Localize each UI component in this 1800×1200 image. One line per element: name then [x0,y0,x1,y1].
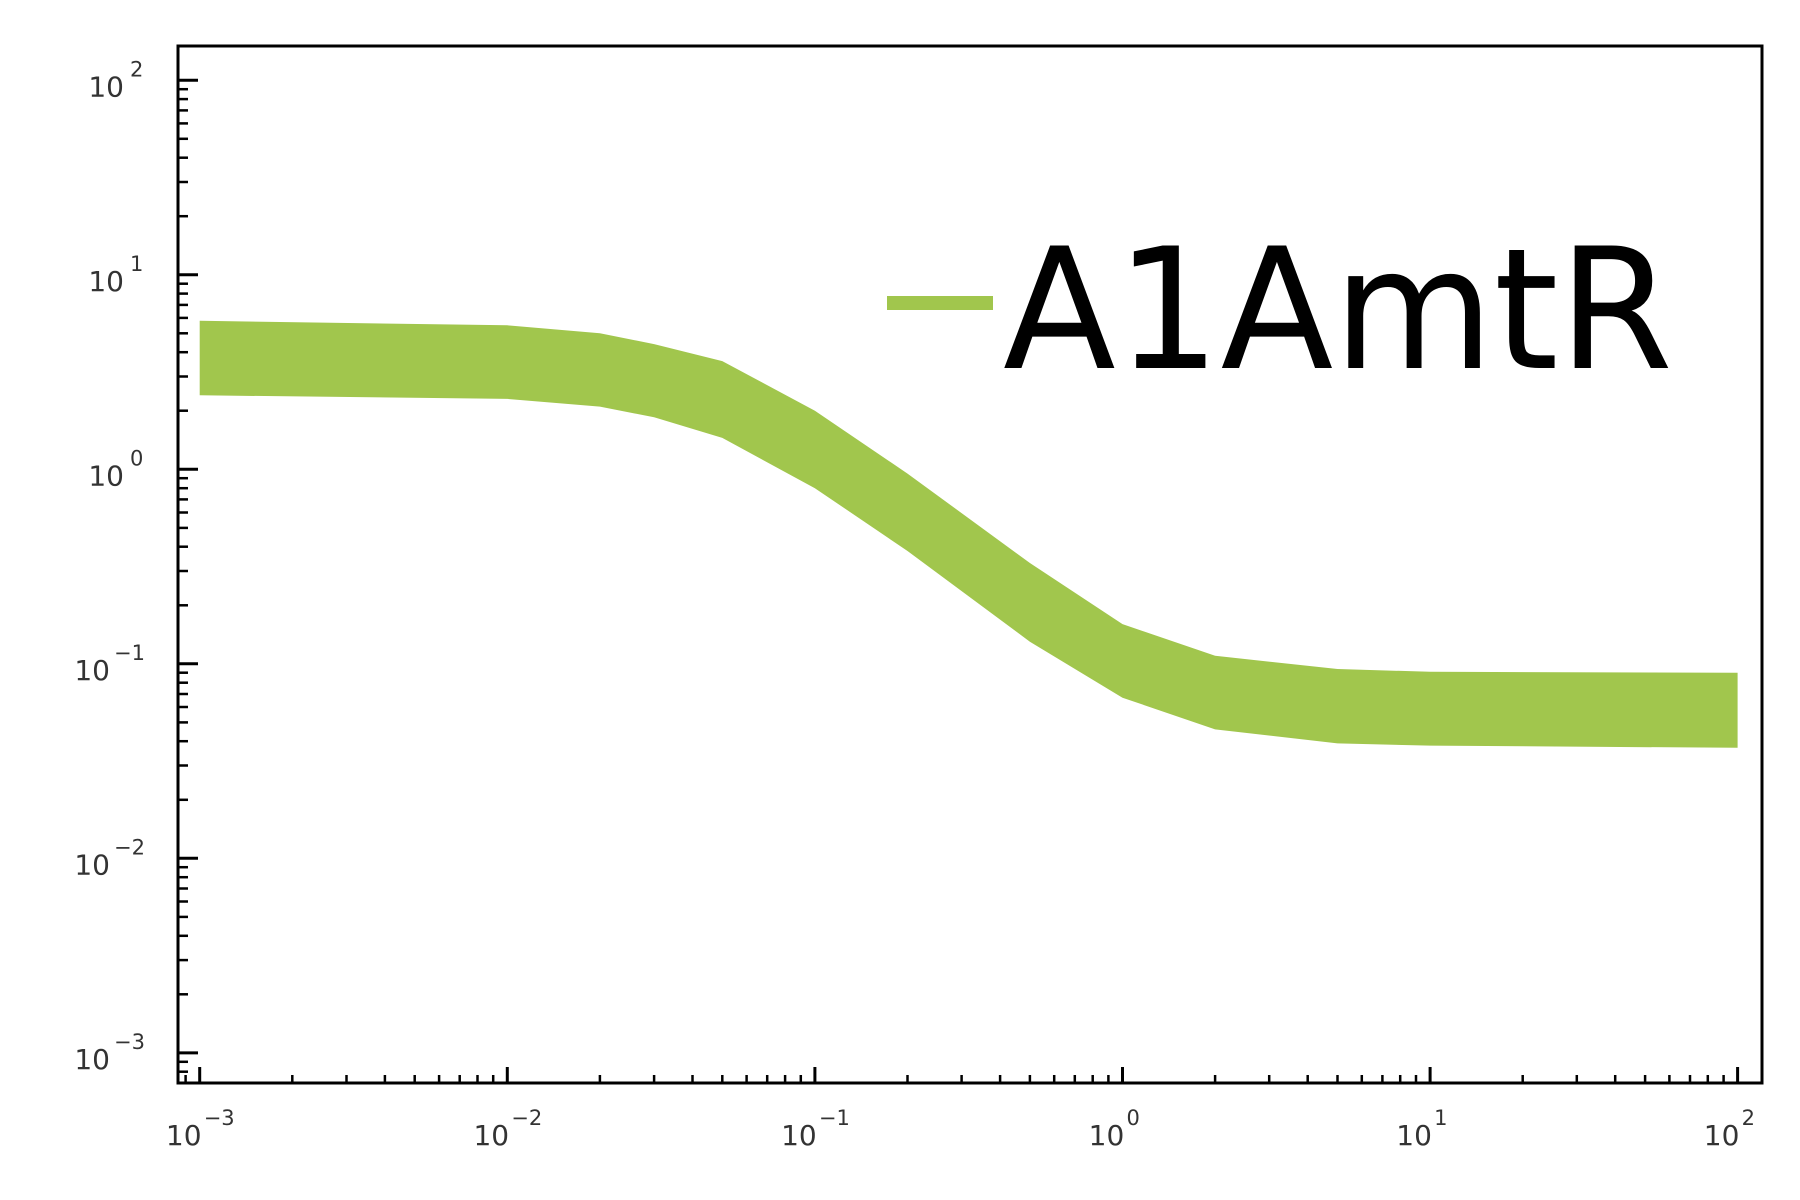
legend-swatch [887,296,993,310]
x-tick-exponent: −1 [819,1106,850,1130]
y-tick-label: 10 [74,1043,110,1076]
y-tick-label: 10 [88,70,124,103]
x-tick-exponent: −3 [204,1106,235,1130]
y-tick-exponent: 0 [130,446,143,470]
y-tick-exponent: −2 [114,835,145,859]
x-tick-exponent: 0 [1127,1106,1140,1130]
y-tick-label: 10 [74,654,110,687]
axis-layer: 10−310−210−110010110210−310−210−11001011… [74,57,1755,1152]
series-band-0 [199,320,1738,748]
y-tick-exponent: −1 [114,641,145,665]
y-tick-exponent: −3 [114,1030,145,1054]
x-tick-label: 10 [473,1119,509,1152]
y-tick-exponent: 2 [130,57,143,81]
y-tick-exponent: 1 [130,252,143,276]
y-tick-label: 10 [88,265,124,298]
x-tick-label: 10 [166,1119,202,1152]
legend: A1AmtR [887,212,1673,408]
legend-label: A1AmtR [1003,212,1673,408]
y-tick-label: 10 [88,459,124,492]
x-tick-label: 10 [1089,1119,1125,1152]
x-tick-exponent: 2 [1742,1106,1755,1130]
plot-frame [176,44,1764,1085]
x-tick-exponent: 1 [1434,1106,1447,1130]
y-tick-label: 10 [74,848,110,881]
x-tick-label: 10 [1396,1119,1432,1152]
x-tick-exponent: −2 [511,1106,542,1130]
x-tick-label: 10 [781,1119,817,1152]
x-tick-label: 10 [1704,1119,1740,1152]
band-layer [199,320,1738,748]
